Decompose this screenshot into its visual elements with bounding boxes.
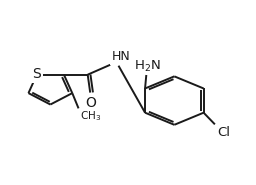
Text: H$_2$N: H$_2$N	[134, 58, 161, 74]
Text: Cl: Cl	[217, 126, 230, 139]
Text: O: O	[86, 96, 97, 110]
Text: S: S	[33, 67, 41, 81]
Text: CH$_3$: CH$_3$	[80, 109, 101, 123]
Text: HN: HN	[112, 50, 130, 63]
